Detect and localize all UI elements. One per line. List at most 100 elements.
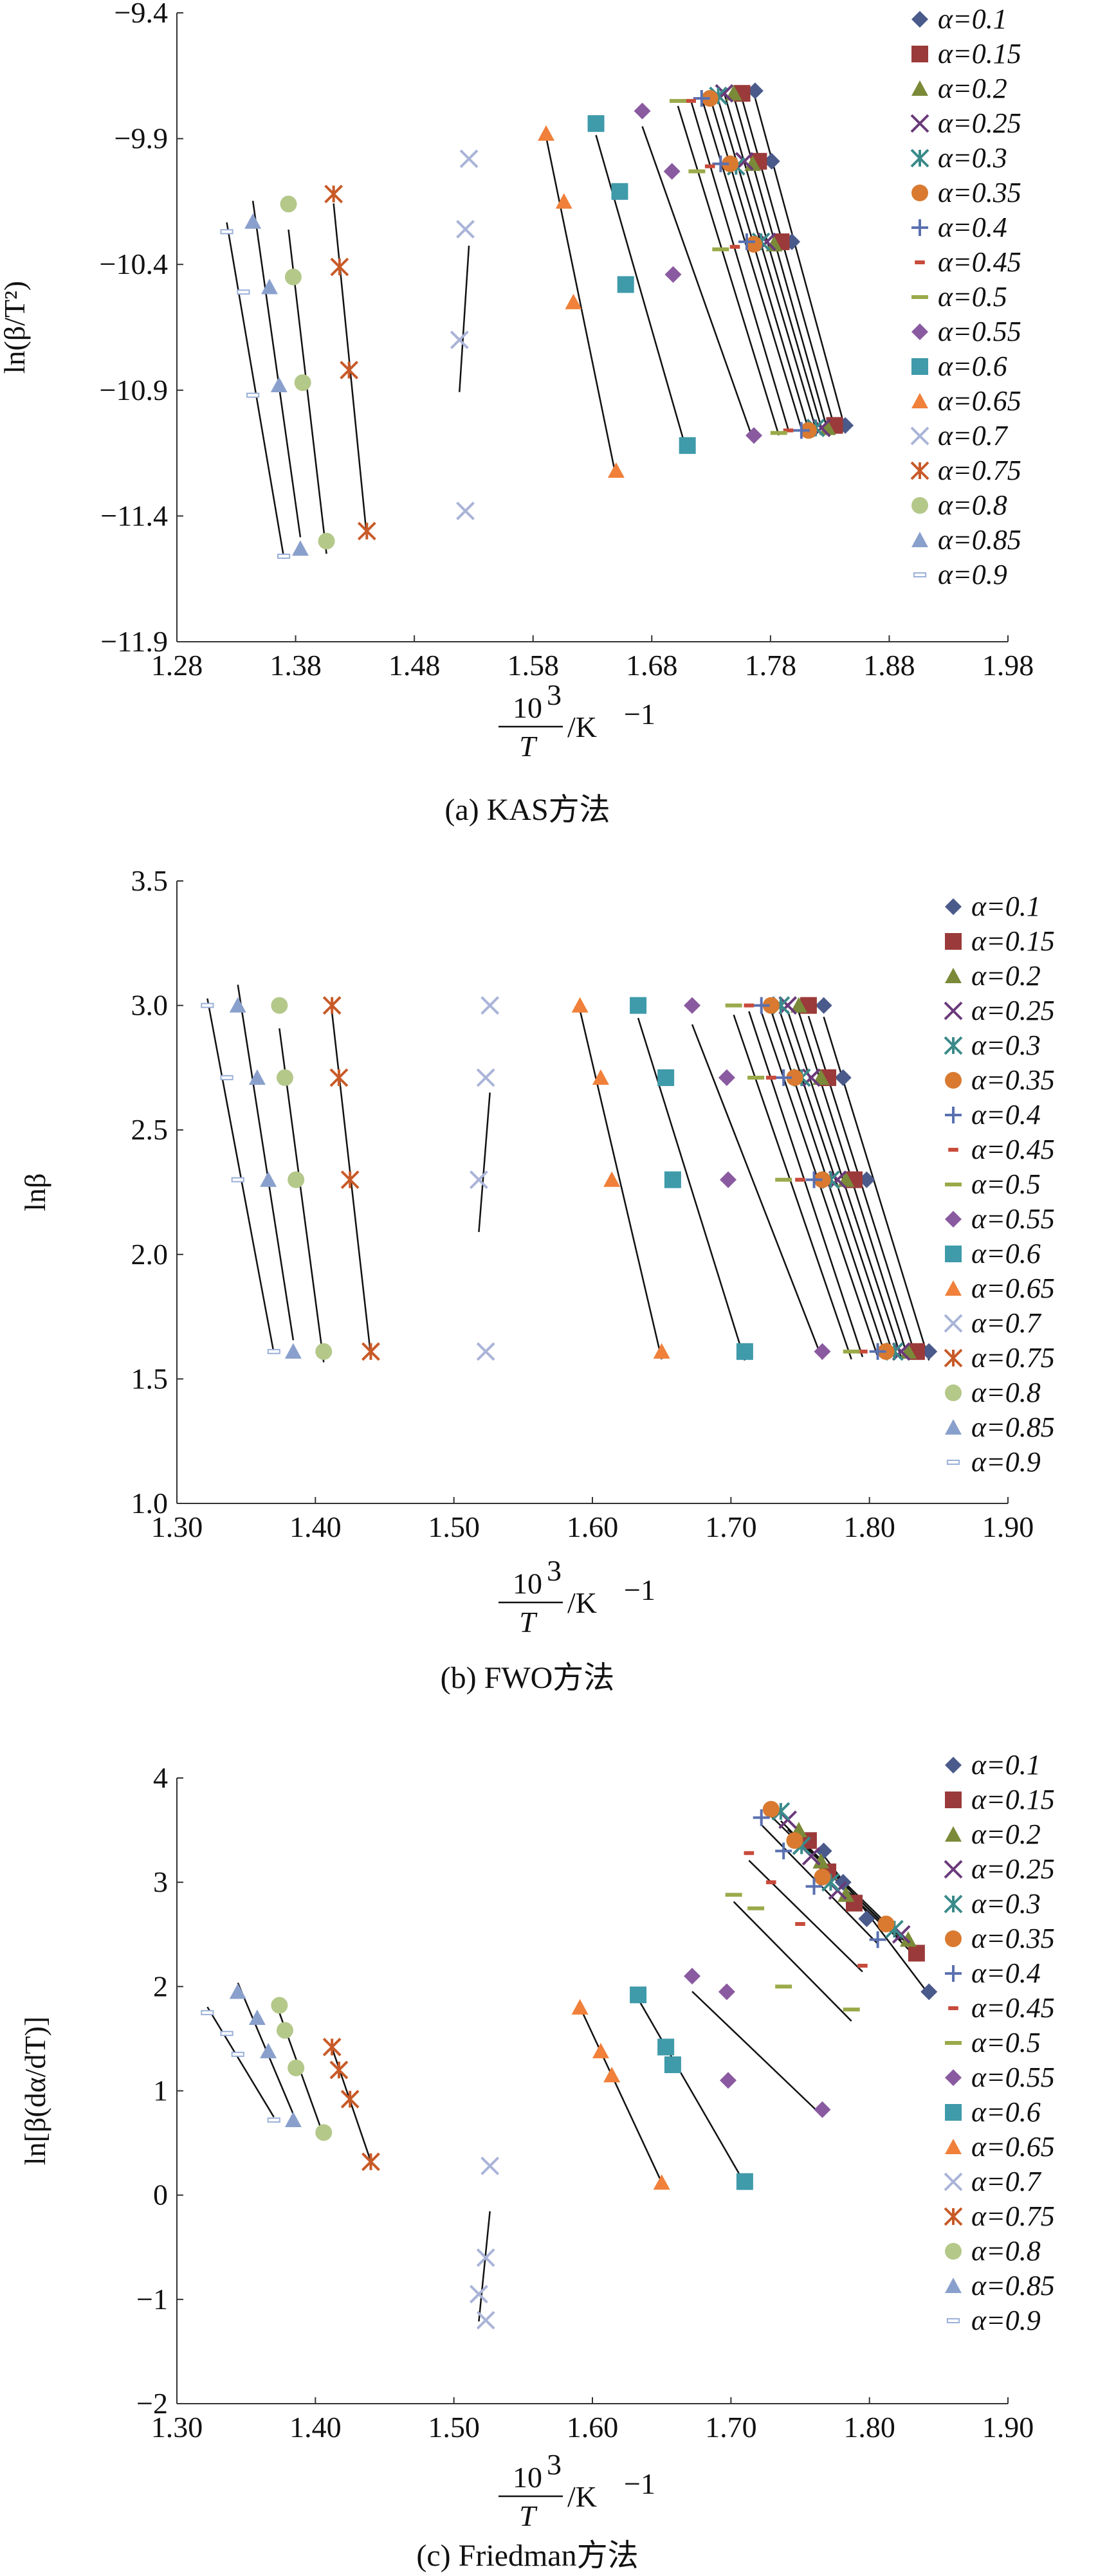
legend-marker (945, 2278, 962, 2294)
marker-shape (834, 1069, 852, 1086)
fit-line (206, 2006, 275, 2118)
marker-shape (815, 997, 832, 1014)
data-point (634, 102, 651, 120)
legend-item: α=0.7 (944, 2166, 1042, 2197)
marker-shape (812, 1069, 830, 1085)
marker-shape (944, 2207, 963, 2226)
marker-shape (945, 1183, 962, 1186)
y-tick-label: −1 (136, 2283, 168, 2316)
data-point (814, 1869, 831, 1886)
fit-line (733, 96, 828, 430)
marker-shape (357, 522, 376, 541)
data-point (260, 1171, 277, 1187)
legend-label: α=0.15 (971, 1784, 1055, 1815)
marker-shape (267, 1348, 280, 1354)
marker-shape (231, 1177, 244, 1183)
data-point (747, 1075, 765, 1080)
marker-shape (770, 431, 787, 435)
marker-shape (746, 427, 763, 444)
legend-marker (945, 1107, 962, 1123)
data-point (246, 392, 260, 398)
legend-item: α=0.45 (948, 1992, 1055, 2024)
y-tick-label: 1.5 (131, 1362, 169, 1395)
legend-label: α=0.4 (971, 1099, 1041, 1130)
marker-shape (231, 2051, 244, 2057)
y-tick-label: −9.9 (114, 122, 168, 155)
legend-label: α=0.3 (971, 1029, 1041, 1061)
data-point (725, 1892, 742, 1897)
marker-shape (869, 1343, 886, 1360)
legend-label: α=0.35 (938, 177, 1021, 208)
data-point (869, 1343, 886, 1360)
marker-shape (945, 1930, 962, 1947)
legend-label: α=0.25 (971, 995, 1055, 1026)
legend-label: α=0.8 (938, 489, 1007, 521)
x-label-unit: /K (567, 1586, 597, 1619)
marker-shape (735, 152, 754, 171)
legend-item: α=0.5 (945, 1168, 1041, 1200)
fit-line (641, 126, 755, 442)
data-point (480, 996, 500, 1015)
legend-label: α=0.4 (938, 212, 1007, 243)
y-tick-label: 2.0 (131, 1238, 169, 1271)
data-point (775, 1069, 792, 1086)
data-point (877, 1916, 895, 1933)
data-point (456, 502, 475, 520)
marker-shape (657, 1069, 675, 1086)
marker-shape (261, 278, 278, 295)
marker-shape (470, 1170, 488, 1190)
data-point (763, 152, 780, 170)
legend-label: α=0.5 (971, 2027, 1041, 2058)
data-point (276, 2022, 293, 2039)
marker-shape (911, 80, 928, 96)
legend-item: α=0.5 (945, 2027, 1041, 2058)
data-point (538, 125, 555, 141)
marker-shape (565, 293, 582, 309)
marker-shape (555, 193, 572, 209)
marker-shape (267, 2117, 280, 2123)
marker-shape (945, 1280, 962, 1296)
marker-shape (843, 1349, 860, 1354)
legend-label: α=0.2 (971, 1819, 1041, 1850)
marker-shape (744, 1003, 755, 1008)
fit-line (545, 136, 618, 478)
data-point (815, 997, 832, 1014)
chart-panel-3: −2 −1 0 1 2 3 4 1.30 1.40 1.50 1.60 1.70 1.80 1.90 ln[… (19, 1749, 1055, 2573)
data-point (657, 1069, 675, 1086)
fit-line (709, 96, 810, 430)
data-point (746, 427, 763, 444)
marker-shape (270, 376, 288, 393)
legend-marker (945, 1419, 962, 1435)
marker-shape (653, 1343, 670, 1359)
marker-shape (915, 260, 925, 264)
legend-label: α=0.4 (971, 1957, 1041, 1989)
fit-line (748, 1860, 863, 1973)
fit-line (733, 1901, 852, 2022)
marker-shape (330, 257, 349, 277)
marker-shape (284, 2111, 302, 2127)
data-point (611, 183, 628, 200)
marker-shape (476, 1068, 495, 1087)
legend-label: α=0.2 (938, 73, 1007, 104)
marker-shape (229, 1983, 246, 1999)
legend-marker (945, 1965, 962, 1982)
marker-shape (271, 1997, 288, 2014)
marker-shape (792, 422, 810, 439)
marker-shape (746, 82, 764, 100)
legend-item: α=0.25 (910, 107, 1021, 139)
legend-label: α=0.7 (938, 420, 1009, 451)
legend-label: α=0.1 (971, 891, 1041, 922)
marker-shape (911, 358, 928, 375)
marker-shape (945, 1826, 962, 1842)
x-tick-label: 1.88 (863, 649, 915, 682)
legend-marker (911, 358, 928, 375)
legend-marker (944, 1894, 963, 1914)
x-axis-label: 10 3T /K −1 (499, 2448, 655, 2532)
data-point (869, 1931, 886, 1948)
legend-marker (911, 185, 928, 201)
legend-marker (944, 1001, 963, 1020)
x-tick-label: 1.80 (843, 1510, 895, 1543)
x-label-unit-superscript: −1 (624, 698, 655, 730)
data-point (617, 276, 634, 293)
legend-label: α=0.25 (971, 1853, 1055, 1885)
